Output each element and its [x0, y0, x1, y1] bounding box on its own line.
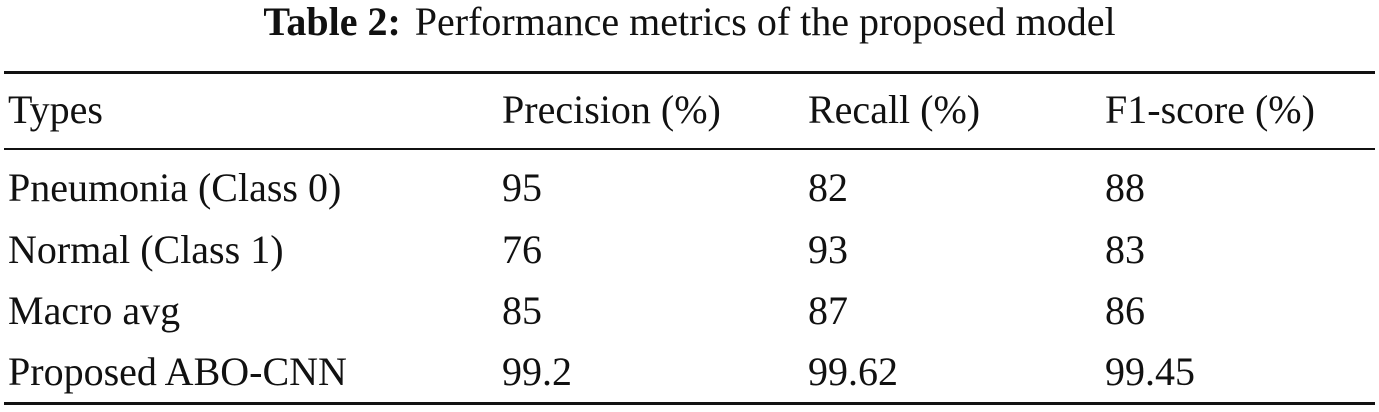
top-rule [4, 71, 1375, 74]
caption-text: Performance metrics of the proposed mode… [414, 0, 1116, 44]
table-cell: 82 [808, 165, 848, 210]
mid-rule [4, 148, 1375, 150]
table-cell: 93 [808, 227, 848, 272]
header-cell: Precision (%) [502, 87, 721, 132]
table-cell: 83 [1105, 227, 1145, 272]
table-cell: 95 [502, 165, 542, 210]
table-cell: 99.2 [502, 349, 572, 394]
table-cell: 86 [1105, 288, 1145, 333]
header-cell: Types [8, 87, 103, 132]
table-cell: 88 [1105, 165, 1145, 210]
row-label: Pneumonia (Class 0) [8, 165, 342, 210]
table-cell: 87 [808, 288, 848, 333]
header-cell: F1-score (%) [1105, 87, 1315, 132]
table-cell: 85 [502, 288, 542, 333]
caption-label: Table 2: [263, 0, 401, 44]
table-caption: Table 2: Performance metrics of the propo… [0, 0, 1379, 44]
header-cell: Recall (%) [808, 87, 981, 132]
row-label: Proposed ABO-CNN [8, 349, 347, 394]
row-label: Macro avg [8, 288, 181, 333]
row-label: Normal (Class 1) [8, 227, 284, 272]
bottom-rule [4, 402, 1375, 405]
table-cell: 99.45 [1105, 349, 1195, 394]
table-cell: 76 [502, 227, 542, 272]
table-cell: 99.62 [808, 349, 898, 394]
